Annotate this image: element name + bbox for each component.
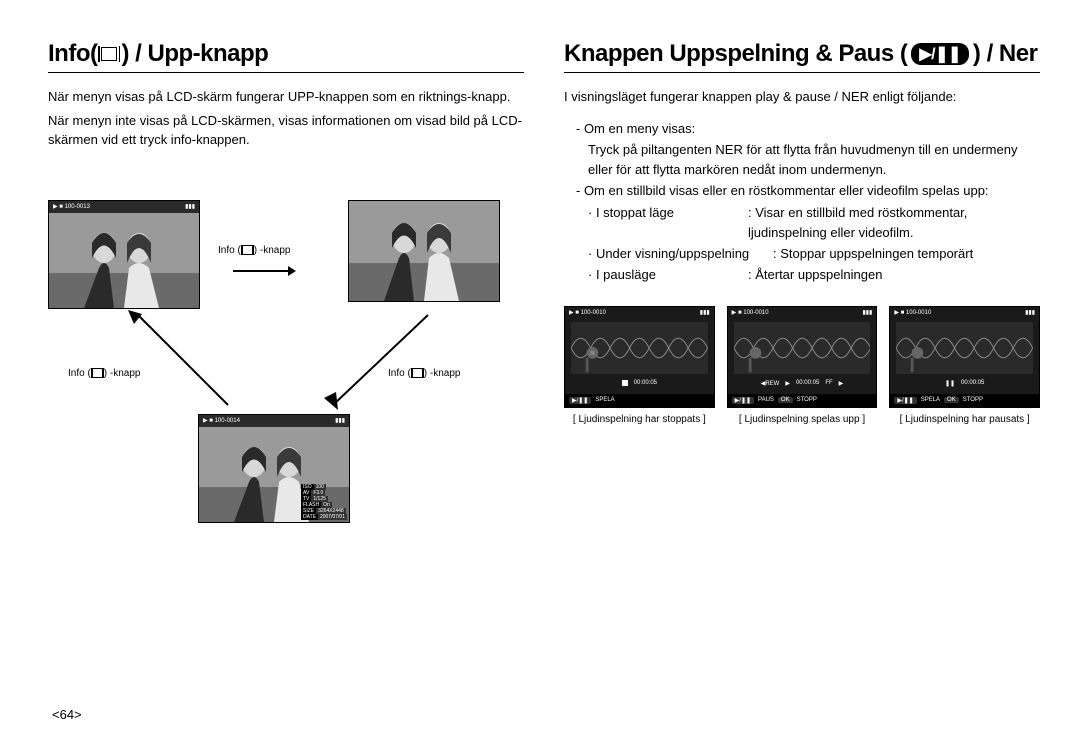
screen-item-playing: ▶ ■ 100-0010 ▮▮▮ ◀REW <box>727 306 878 425</box>
info-illustration: ▶ ■ 100-0013 ▮▮▮ <box>48 170 524 550</box>
status-row-1: · Under visning/uppspelning : Stoppar up… <box>588 244 1040 265</box>
divider <box>48 72 524 73</box>
display-icon-sm <box>242 245 253 255</box>
right-title-suffix: ) / Ner <box>973 40 1038 68</box>
thumb-2 <box>348 200 500 302</box>
screen-caption-2: [ Ljudinspelning har pausats ] <box>889 414 1040 425</box>
right-title: Knappen Uppspelning & Paus ( ▶/❚❚ ) / Ne… <box>564 40 1040 68</box>
arrow-2 <box>128 310 248 420</box>
status-row-2: · I pausläge : Återtar uppspelningen <box>588 265 1040 286</box>
wave-graphic <box>571 322 708 374</box>
left-p1: När menyn visas på LCD-skärm fungerar UP… <box>48 87 524 107</box>
thumb-3: ▶ ■ 100-0014 ▮▮▮ ISO100 <box>198 414 350 523</box>
screen-caption-0: [ Ljudinspelning har stoppats ] <box>564 414 715 425</box>
right-b2: - Om en stillbild visas eller en röstkom… <box>576 181 1040 201</box>
arrow-1 <box>233 270 293 272</box>
thumb1-file: 100-0013 <box>65 204 90 210</box>
left-title: Info( ) / Upp-knapp <box>48 40 524 68</box>
right-p1: I visningsläget fungerar knappen play & … <box>564 87 1040 107</box>
left-p2: När menyn inte visas på LCD-skärmen, vis… <box>48 111 524 150</box>
screen-caption-1: [ Ljudinspelning spelas upp ] <box>727 414 878 425</box>
right-b1desc: Tryck på piltangenten NER för att flytta… <box>588 140 1040 179</box>
right-b1: - Om en meny visas: <box>576 119 1040 139</box>
couple-photo-2 <box>349 201 499 301</box>
left-title-suffix: ) / Upp-knapp <box>121 40 268 68</box>
info-caption-1: Info () -knapp <box>218 245 290 256</box>
right-title-prefix: Knappen Uppspelning & Paus ( <box>564 40 907 68</box>
screen-item-stopped: ▶ ■ 100-0010 ▮▮▮ 00:00:05 <box>564 306 715 425</box>
wave-graphic <box>734 322 871 374</box>
display-icon-sm <box>92 368 103 378</box>
stop-icon <box>622 380 628 386</box>
divider <box>564 72 1040 73</box>
thumb3-info-overlay: ISO100 AVF3.0 TV1/125 FLASHOn SIZE3264X2… <box>301 484 347 520</box>
status-row-0: · I stoppat läge : Visar en stillbild me… <box>588 203 1040 245</box>
arrow-3 <box>318 310 438 420</box>
page-number: <64> <box>52 707 82 722</box>
playpause-icon: ▶/❚❚ <box>911 43 969 65</box>
left-title-prefix: Info( <box>48 40 97 68</box>
screen-item-paused: ▶ ■ 100-0010 ▮▮▮ ❚❚00:00:05 <box>889 306 1040 425</box>
couple-photo-1 <box>49 213 199 308</box>
thumb-1: ▶ ■ 100-0013 ▮▮▮ <box>48 200 200 309</box>
screens-row: ▶ ■ 100-0010 ▮▮▮ 00:00:05 <box>564 306 1040 425</box>
wave-graphic <box>896 322 1033 374</box>
display-icon <box>101 47 117 61</box>
